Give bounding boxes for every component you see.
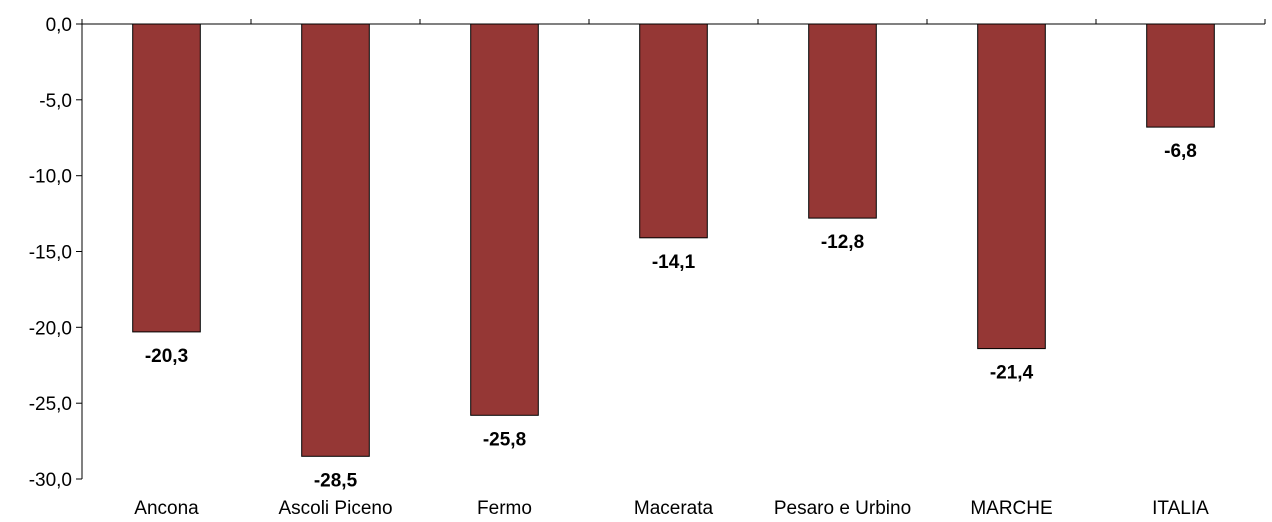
y-tick-label: 0,0: [46, 15, 72, 36]
bar-fermo: [471, 24, 539, 415]
data-label: -6,8: [1164, 141, 1197, 162]
y-tick-label: -5,0: [39, 91, 72, 112]
y-tick-label: -10,0: [29, 167, 72, 188]
data-label: -21,4: [990, 363, 1034, 384]
bar-pesaro-e-urbino: [809, 24, 877, 218]
y-tick-label: -25,0: [29, 394, 72, 415]
data-label: -25,8: [483, 429, 526, 450]
category-label: Fermo: [477, 498, 532, 519]
y-tick-label: -30,0: [29, 470, 72, 491]
category-label: Pesaro e Urbino: [774, 498, 911, 519]
bar-italia: [1147, 24, 1215, 127]
data-label: -12,8: [821, 232, 864, 253]
category-label: MARCHE: [970, 498, 1052, 519]
data-label: -14,1: [652, 252, 696, 273]
bars-group: [133, 24, 1215, 456]
bar-ancona: [133, 24, 201, 332]
bar-ascoli-piceno: [302, 24, 370, 456]
bar-macerata: [640, 24, 708, 238]
category-label: Ancona: [134, 498, 199, 519]
data-label: -20,3: [145, 346, 188, 367]
category-label: Macerata: [634, 498, 714, 519]
bar-marche: [978, 24, 1046, 349]
category-label: Ascoli Piceno: [278, 498, 392, 519]
category-label: ITALIA: [1152, 498, 1209, 519]
data-label: -28,5: [314, 470, 358, 491]
y-tick-label: -20,0: [29, 318, 72, 339]
y-tick-label: -15,0: [29, 243, 72, 264]
